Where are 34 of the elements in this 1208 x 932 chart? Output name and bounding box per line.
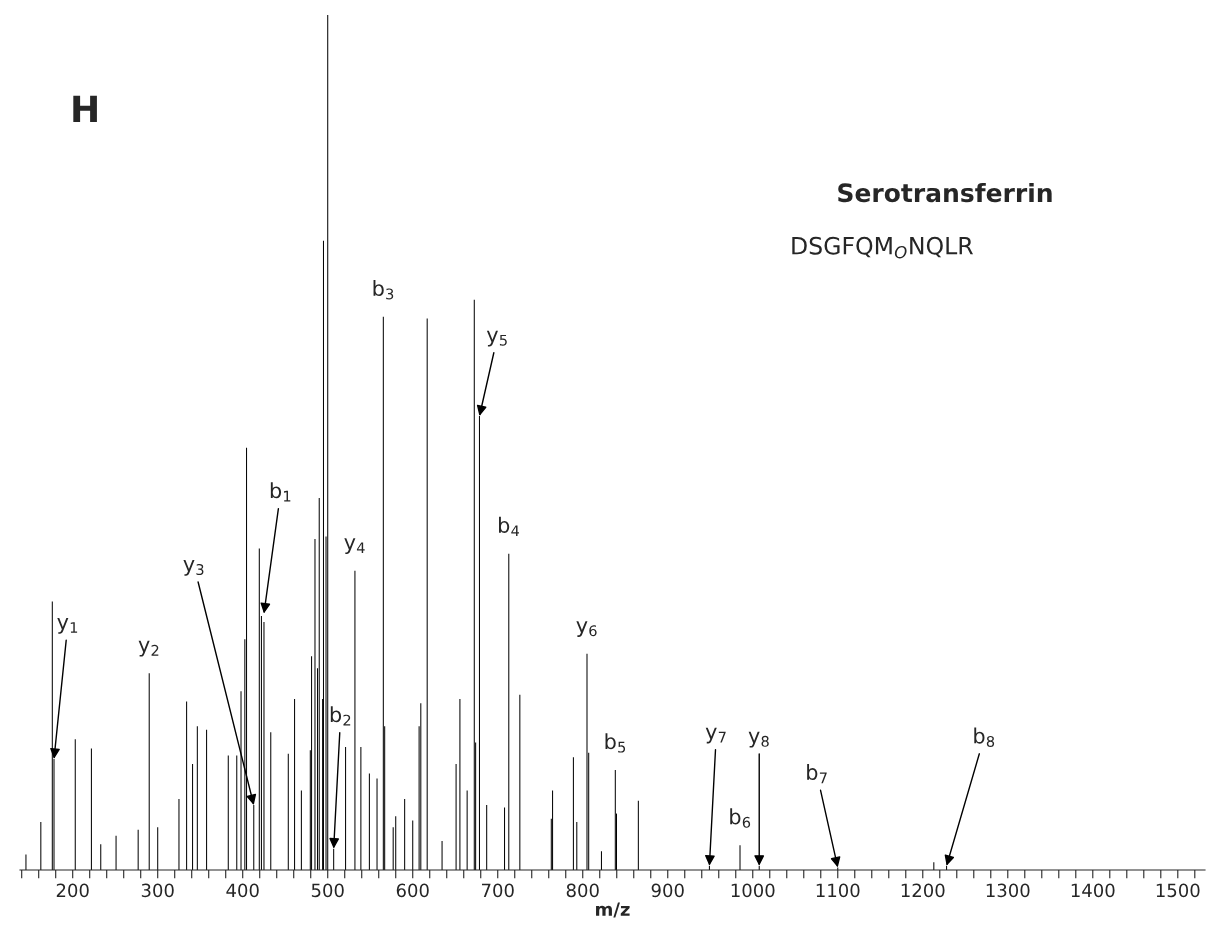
- annotation: b$_{4}$: [499, 516, 520, 537]
- annotation: b$_{2}$: [330, 706, 351, 726]
- annotation: b$_{5}$: [605, 733, 626, 753]
- annotation: y$_{2}$: [138, 640, 159, 657]
- annotation: b$_{8}$: [974, 727, 995, 747]
- annotation: b$_{6}$: [730, 808, 751, 828]
- x-tick-label: 200: [56, 883, 89, 898]
- x-tick-label: 1100: [816, 883, 860, 898]
- annotation: y$_{7}$: [705, 727, 726, 744]
- annotation: b$_{1}$: [270, 482, 291, 502]
- x-tick-label: 300: [141, 883, 174, 898]
- x-tick-label: 800: [566, 883, 599, 898]
- annotation: y$_{8}$: [748, 731, 769, 748]
- x-tick-label: 500: [311, 883, 344, 898]
- annotation: b$_{7}$: [807, 763, 827, 784]
- annotation: DSGFQM$_{O}$NQLR: [792, 236, 974, 259]
- x-tick-label: 700: [481, 883, 514, 898]
- x-tick-label: 1000: [731, 883, 775, 898]
- x-axis-title: m/z: [596, 902, 630, 918]
- annotation: y$_{5}$: [486, 330, 507, 347]
- x-tick-label: 900: [651, 883, 684, 898]
- x-tick-label: 600: [396, 883, 429, 898]
- annotation: b$_{3}$: [373, 279, 394, 300]
- x-tick-label: 1200: [901, 883, 945, 898]
- x-tick-label: 1500: [1156, 883, 1200, 898]
- annotation: H: [73, 95, 97, 122]
- x-tick-label: 1300: [986, 883, 1030, 898]
- annotation: y$_{6}$: [576, 621, 597, 637]
- annotation: y$_{1}$: [57, 618, 78, 634]
- x-tick-label: 1400: [1071, 883, 1115, 898]
- annotation: Serotransferrin: [838, 182, 1052, 203]
- annotation: y$_{3}$: [183, 560, 204, 576]
- x-tick-label: 400: [226, 883, 259, 898]
- annotation: y$_{4}$: [344, 538, 365, 554]
